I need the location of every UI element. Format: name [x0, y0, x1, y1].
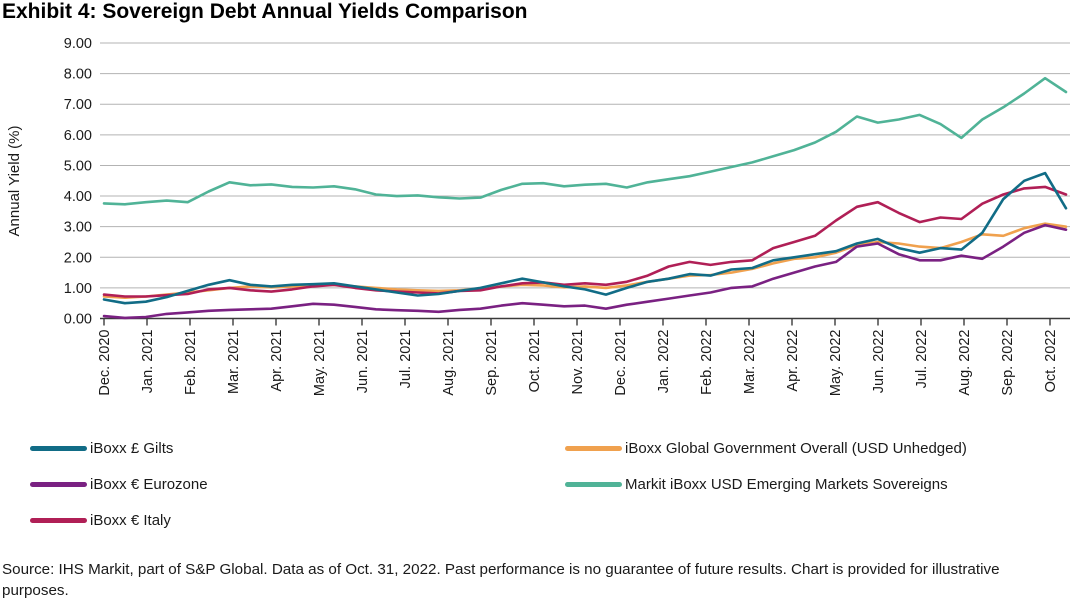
source-note: Source: IHS Markit, part of S&P Global. … [2, 561, 1000, 599]
y-gridlines [100, 42, 1070, 289]
series-line-1 [102, 223, 1068, 320]
x-tick-label: Oct. 2022 [1043, 330, 1059, 393]
legend-swatch [30, 517, 87, 523]
legend-swatch [30, 481, 87, 487]
legend-label: iBoxx € Eurozone [90, 475, 208, 493]
x-tick-label: Aug. 2022 [957, 330, 973, 396]
line-chart: 0.00 1.00 2.00 3.00 4.00 5.00 6.00 7.00 8.00 9.00… [6, 36, 1070, 397]
x-tick-label: Jul. 2022 [914, 330, 930, 389]
x-tick-label: Jun. 2022 [871, 330, 887, 394]
x-tick-label: Jul. 2021 [398, 330, 414, 389]
chart-title: Exhibit 4: Sovereign Debt Annual Yields … [2, 0, 528, 23]
x-tick-label: Dec. 2020 [97, 330, 113, 396]
x-tick-label: Jan. 2022 [656, 330, 672, 394]
series-line-0 [102, 171, 1068, 305]
y-tick-label: 0.00 [64, 312, 92, 328]
x-tick-label: Aug. 2021 [441, 330, 457, 396]
y-tick-label: 3.00 [64, 220, 92, 236]
legend-item: iBoxx € Eurozone [30, 475, 530, 493]
x-axis [100, 317, 1070, 326]
x-tick-label: May. 2021 [312, 330, 328, 397]
legend-item: iBoxx £ Gilts [30, 439, 530, 457]
y-axis-labels: 0.00 1.00 2.00 3.00 4.00 5.00 6.00 7.00 8.00 9.00 [64, 36, 92, 328]
x-axis-labels: Dec. 2020 Jan. 2021 Feb. 2021 Mar. 2021 Apr.… [97, 330, 1059, 397]
x-tick-label: Oct. 2021 [527, 330, 543, 393]
x-tick-label: Feb. 2022 [699, 330, 715, 395]
x-tick-label: Mar. 2021 [226, 330, 242, 395]
x-tick-label: Feb. 2021 [183, 330, 199, 395]
legend-item: iBoxx Global Government Overall (USD Unh… [565, 439, 1070, 457]
x-tick-label: Apr. 2022 [785, 330, 801, 392]
legend-label: iBoxx £ Gilts [90, 439, 174, 457]
x-tick-label: May. 2022 [828, 330, 844, 397]
y-tick-label: 4.00 [64, 189, 92, 205]
y-tick-label: 8.00 [64, 67, 92, 83]
legend-item: iBoxx € Italy [30, 511, 530, 529]
legend-label: Markit iBoxx USD Emerging Markets Sovere… [625, 475, 948, 493]
y-tick-label: 7.00 [64, 97, 92, 113]
legend-label: iBoxx € Italy [90, 511, 171, 529]
y-tick-label: 6.00 [64, 128, 92, 144]
legend-swatch [30, 445, 87, 451]
x-tick-label: Sep. 2021 [484, 330, 500, 396]
y-axis-title: Annual Yield (%) [6, 126, 23, 237]
y-tick-label: 1.00 [64, 281, 92, 297]
y-tick-label: 2.00 [64, 250, 92, 266]
x-tick-label: Jan. 2021 [140, 330, 156, 394]
x-tick-label: Jun. 2021 [355, 330, 371, 394]
x-tick-label: Nov. 2021 [570, 330, 586, 395]
series-line-4 [102, 76, 1068, 206]
legend-column-right: iBoxx Global Government Overall (USD Unh… [565, 440, 1070, 512]
y-tick-label: 9.00 [64, 36, 92, 52]
y-tick-label: 5.00 [64, 158, 92, 174]
x-tick-label: Mar. 2022 [742, 330, 758, 395]
series-line-2 [102, 185, 1068, 298]
legend-column-left: iBoxx £ Gilts iBoxx € Eurozone iBoxx € Ita… [30, 440, 530, 548]
chart-area: 0.00 1.00 2.00 3.00 4.00 5.00 6.00 7.00 8.00 9.00… [6, 36, 1070, 397]
legend-swatch [565, 481, 622, 487]
x-tick-label: Apr. 2021 [269, 330, 285, 392]
x-tick-label: Dec. 2021 [613, 330, 629, 396]
legend-swatch [565, 445, 622, 451]
legend-item: Markit iBoxx USD Emerging Markets Sovere… [565, 475, 1070, 493]
legend-label: iBoxx Global Government Overall (USD Unh… [625, 439, 967, 457]
x-tick-label: Sep. 2022 [1000, 330, 1016, 396]
